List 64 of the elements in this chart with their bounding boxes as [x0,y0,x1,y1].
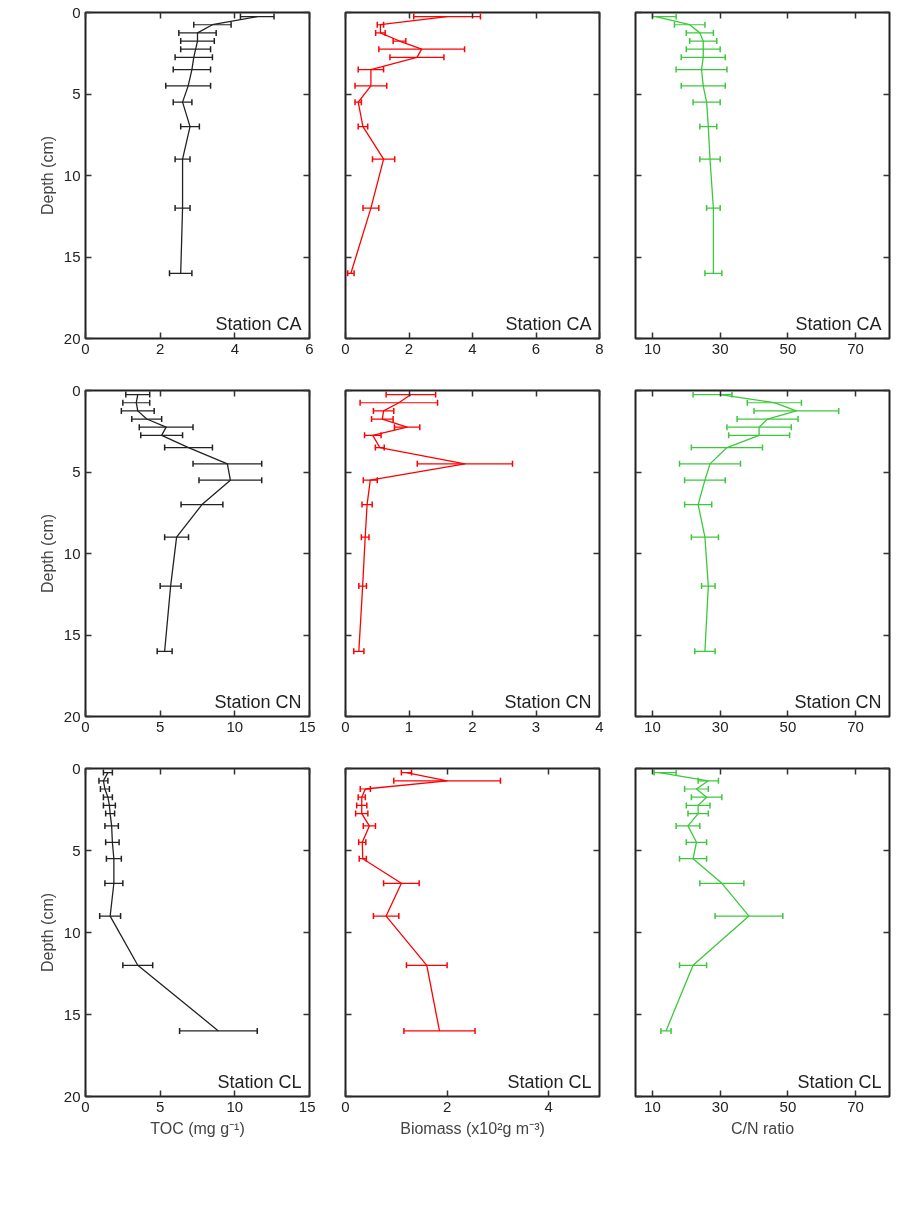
x-tick-label: 8 [595,339,604,357]
x-tick-label: 15 [298,1097,316,1115]
x-axis-title: C/N ratio [730,1119,795,1137]
x-tick-label: 6 [305,339,314,357]
annotation: Station CA [505,313,592,334]
x-tick-label: 2 [468,717,477,735]
x-tick-label: 70 [847,1097,864,1115]
x-tick-label: 15 [298,717,316,735]
x-tick-label: 30 [711,1097,729,1115]
x-tick-label: 30 [711,339,729,357]
y-axis-title: Depth (cm) [38,513,56,594]
x-tick-label: 1 [404,717,414,735]
y-tick-label: 10 [63,544,81,562]
x-tick-label: 30 [711,717,729,735]
y-tick-label: 10 [63,166,81,184]
x-tick-label: 70 [847,339,864,357]
y-tick-label: 5 [72,841,81,859]
x-axis-title: TOC (mg g⁻¹) [150,1119,245,1137]
annotation: Station CA [795,313,882,334]
y-tick-label: 15 [63,1005,81,1023]
x-tick-label: 50 [779,717,797,735]
x-tick-label: 70 [847,717,864,735]
x-tick-label: 5 [156,1097,165,1115]
x-tick-label: 10 [644,717,661,735]
x-tick-label: 10 [644,339,661,357]
x-tick-label: 10 [226,717,244,735]
x-tick-label: 0 [341,339,350,357]
x-tick-label: 5 [156,717,165,735]
y-tick-label: 5 [72,85,81,102]
x-tick-label: 10 [644,1097,661,1115]
y-tick-label: 20 [63,329,81,347]
annotation: Station CL [507,1071,592,1092]
x-tick-label: 4 [230,339,240,357]
y-tick-label: 20 [63,1087,81,1105]
y-tick-label: 0 [72,759,81,777]
x-tick-label: 2 [404,339,414,357]
annotation: Station CN [214,691,302,712]
y-tick-label: 5 [72,463,81,480]
annotation: Station CN [794,691,882,712]
x-tick-label: 4 [468,339,477,357]
annotation: Station CA [215,313,302,334]
annotation: Station CL [217,1071,302,1092]
x-tick-label: 2 [156,339,165,357]
x-tick-label: 0 [341,717,350,735]
x-tick-label: 3 [531,717,541,735]
x-tick-label: 50 [779,1097,797,1115]
y-tick-label: 15 [63,248,81,265]
x-tick-label: 4 [595,717,604,735]
x-tick-label: 50 [779,339,797,357]
y-axis-title: Depth (cm) [38,892,56,973]
y-tick-label: 0 [72,3,81,21]
y-tick-label: 10 [63,923,81,941]
y-axis-title: Depth (cm) [38,135,56,216]
x-tick-label: 10 [226,1097,244,1115]
x-tick-label: 0 [341,1097,350,1115]
y-tick-label: 0 [72,381,81,399]
x-tick-label: 2 [442,1097,452,1115]
x-tick-label: 4 [544,1097,553,1115]
annotation: Station CN [504,691,592,712]
x-axis-title: Biomass (x10²g m⁻³) [400,1119,545,1137]
y-tick-label: 15 [63,626,81,643]
y-tick-label: 20 [63,707,81,725]
x-tick-label: 6 [531,339,541,357]
annotation: Station CL [797,1071,882,1092]
